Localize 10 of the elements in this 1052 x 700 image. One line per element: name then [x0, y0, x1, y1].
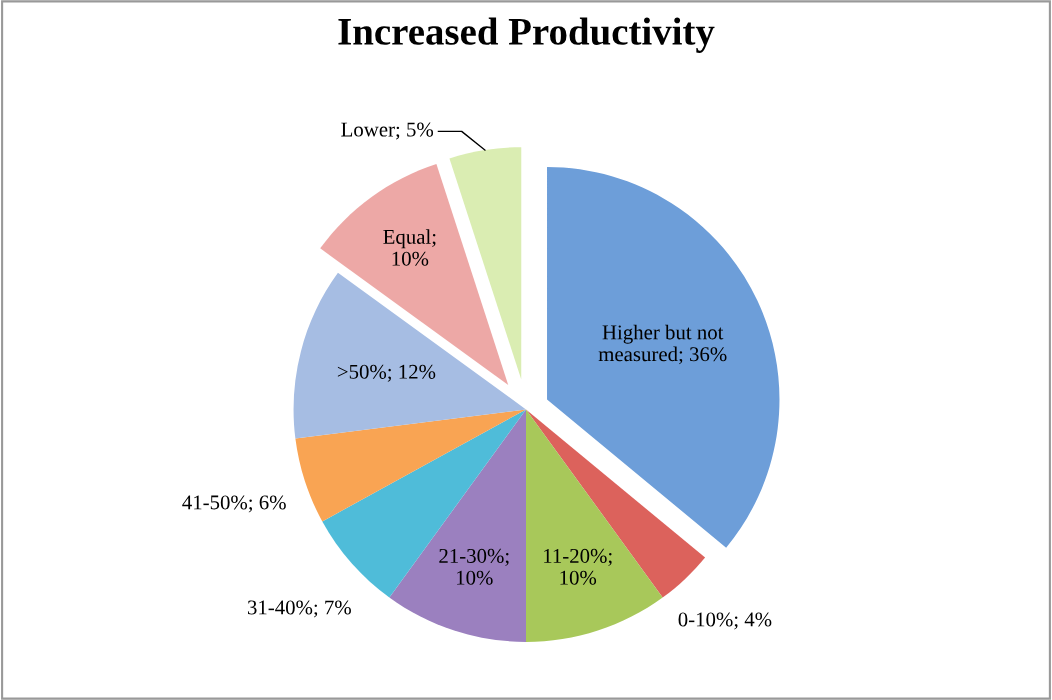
slice-label: 21-30%; 10% — [439, 548, 509, 585]
chart-title: Increased Productivity — [338, 17, 715, 53]
slice-label: Lower; 5% — [341, 122, 434, 140]
slice-label: Higher but not measured; 36% — [598, 324, 727, 365]
slice-label: 0-10%; 4% — [678, 612, 772, 630]
slice-label: 41-50%; 6% — [182, 495, 286, 513]
slice-label: 31-40%; 7% — [247, 600, 351, 618]
slice-label: >50%; 12% — [337, 364, 436, 382]
slice-label: 11-20%; 10% — [544, 548, 612, 585]
slice-label: Equal; 10% — [383, 229, 436, 266]
